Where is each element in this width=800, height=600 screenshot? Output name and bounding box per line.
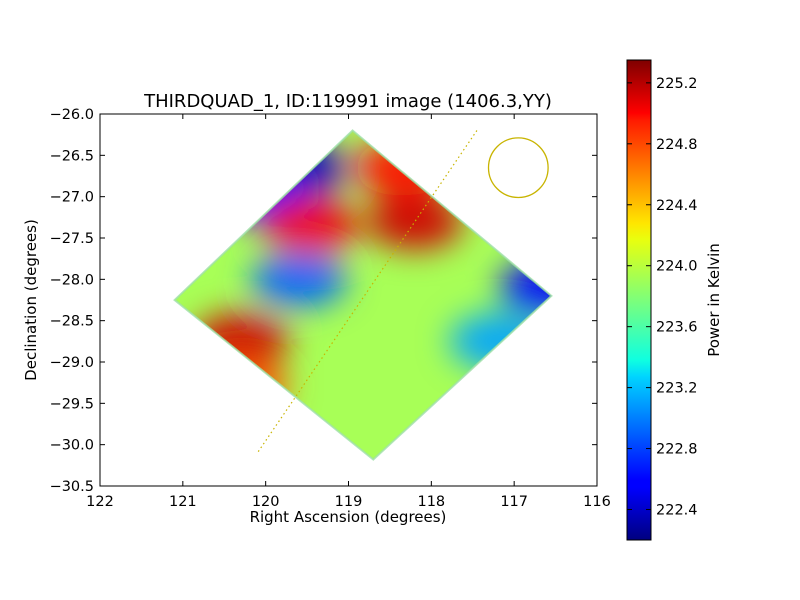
y-axis-label: Declination (degrees) xyxy=(22,219,40,381)
colorbar-tick-label: 223.2 xyxy=(656,381,698,397)
colorbar-tick-label: 224.8 xyxy=(656,137,698,153)
y-tick-label: −29.0 xyxy=(50,355,94,371)
colorbar-ticks: 222.4 222.8 223.2 223.6 224.0 224.4 224.8 225.2 xyxy=(627,76,698,519)
colorbar-tick-label: 224.0 xyxy=(656,259,698,275)
colorbar-label: Power in Kelvin xyxy=(705,243,723,357)
y-tick-label: −30.5 xyxy=(50,479,94,495)
colorbar-gradient xyxy=(626,59,652,541)
colorbar-tick-label: 222.8 xyxy=(656,442,698,458)
colorbar-tick-label: 224.4 xyxy=(656,198,698,214)
beam-circle xyxy=(487,137,549,199)
colorbar-tick-label: 222.4 xyxy=(656,503,698,519)
y-tick-label: −26.0 xyxy=(50,107,94,123)
y-tick-label: −26.5 xyxy=(50,148,94,164)
x-tick-label: 119 xyxy=(335,494,363,510)
x-tick-label: 120 xyxy=(252,494,280,510)
x-tick-label: 117 xyxy=(500,494,528,510)
hot-spot-0 xyxy=(192,313,289,370)
y-axis-ticks: −26.0 −26.5 −27.0 −27.5 −28.0 −28.5 −29.0 −29.5… xyxy=(50,107,597,495)
cold-spot-2 xyxy=(499,259,552,316)
hot-spot-4 xyxy=(192,358,289,415)
x-axis-ticks: 122 121 120 119 118 117 116 xyxy=(86,114,611,510)
x-tick-label: 116 xyxy=(583,494,611,510)
y-tick-label: −30.0 xyxy=(50,438,94,454)
y-tick-label: −27.5 xyxy=(50,231,94,247)
colorbar-tick-label: 225.2 xyxy=(656,76,698,92)
hot-spot-3 xyxy=(354,139,451,196)
x-tick-label: 118 xyxy=(417,494,445,510)
y-tick-label: −28.5 xyxy=(50,314,94,330)
hot-spot-2 xyxy=(263,197,360,254)
y-tick-label: −29.5 xyxy=(50,396,94,412)
x-tick-label: 121 xyxy=(169,494,197,510)
dotted-line xyxy=(256,130,478,454)
y-tick-label: −27.0 xyxy=(50,190,94,206)
cold-spot-4 xyxy=(449,313,546,370)
hot-spot-1 xyxy=(366,193,463,250)
cold-spot-3 xyxy=(250,251,347,308)
colorbar-tick-label: 223.6 xyxy=(656,320,698,336)
y-tick-label: −28.0 xyxy=(50,272,94,288)
x-axis-label: Right Ascension (degrees) xyxy=(250,508,447,526)
chart-title: THIRDQUAD_1, ID:119991 image (1406.3,YY) xyxy=(143,91,552,112)
footprint-edge xyxy=(173,129,553,461)
x-tick-label: 122 xyxy=(86,494,114,510)
plot-area: 122 121 120 119 118 117 116 −26.0 −26.5 −27.0 −27… xyxy=(50,107,611,510)
colorbar: 222.4 222.8 223.2 223.6 224.0 224.4 224.8 225.2… xyxy=(626,59,723,541)
